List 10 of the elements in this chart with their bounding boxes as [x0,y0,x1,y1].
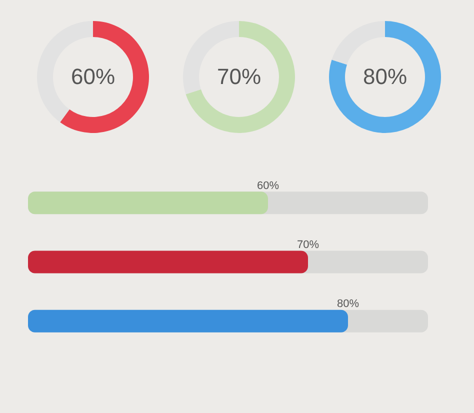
data-label: 60% [256,180,280,192]
text: 70% [216,64,262,89]
donut-slice [329,21,441,133]
data-label: 70% [296,239,320,251]
data-label: 80% [336,298,360,310]
text: 80% [362,64,408,89]
donut-slice [60,21,149,133]
donut-slice [332,21,385,65]
donut-slice [186,21,295,133]
text: 60% [70,64,116,89]
